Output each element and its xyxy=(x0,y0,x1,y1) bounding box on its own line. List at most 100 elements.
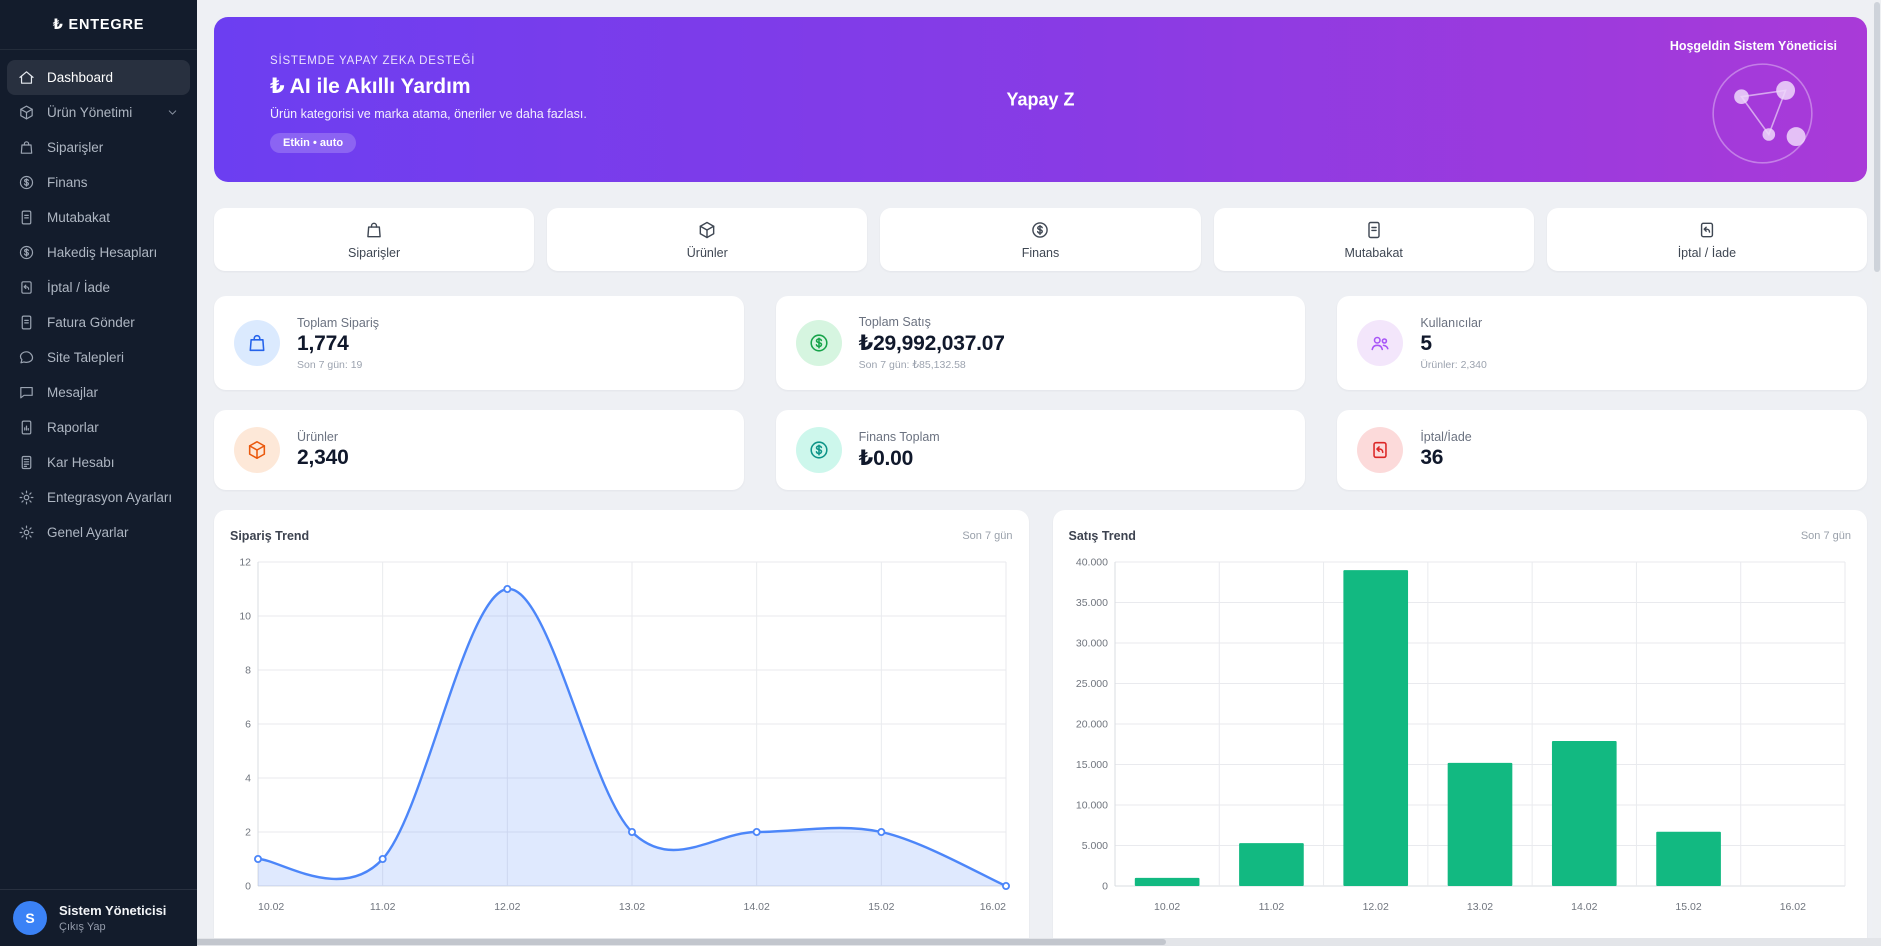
sidebar-item-finans[interactable]: Finans xyxy=(7,165,190,200)
sidebar-item-dashboard[interactable]: Dashboard xyxy=(7,60,190,95)
shopping-bag-icon xyxy=(18,139,35,156)
data-point-12.02 xyxy=(503,585,512,594)
y-axis-label: 40.000 xyxy=(1075,557,1107,569)
stat-value: 2,340 xyxy=(297,446,349,469)
quick-action-mutabakat[interactable]: Mutabakat xyxy=(1213,208,1534,271)
stat-label: Toplam Sipariş xyxy=(297,315,379,330)
chat-square-icon xyxy=(18,384,35,401)
sidebar-item-fatura-gonder[interactable]: Fatura Gönder xyxy=(7,305,190,340)
stat-card-finans-toplam: Finans Toplam ₺0.00 xyxy=(775,410,1306,490)
x-axis-label: 15.02 xyxy=(868,901,894,913)
users-icon xyxy=(1357,320,1404,366)
bar-15.02 xyxy=(1655,831,1721,886)
chat-icon xyxy=(18,349,35,366)
package-icon xyxy=(18,104,35,121)
x-axis-label: 16.02 xyxy=(1779,901,1805,913)
satis-trend-chart: 0 5.000 10.000 15.000 20.000 25.000 30.000 35.0… xyxy=(1075,557,1845,913)
x-axis-label: 12.02 xyxy=(494,901,520,913)
sidebar-item-site-talepleri[interactable]: Site Talepleri xyxy=(7,340,190,375)
banner-center-text: Yapay Z xyxy=(1006,89,1075,109)
stat-card-urunler: Ürünler 2,340 xyxy=(214,410,744,490)
sidebar-item-label: Mesajlar xyxy=(47,385,99,400)
data-point-10.02 xyxy=(253,854,262,863)
stat-label: İptal/İade xyxy=(1420,430,1472,444)
sidebar-nav: Dashboard Ürün Yönetimi Siparişler Finans Mu… xyxy=(0,50,197,889)
y-axis-label: 4 xyxy=(245,773,251,785)
stats-row-2: Ürünler 2,340 Finans Toplam ₺0.00 İptal/İade… xyxy=(214,410,1867,490)
y-axis-label: 5.000 xyxy=(1081,840,1107,852)
return-icon xyxy=(18,279,35,296)
quick-action-urunler[interactable]: Ürünler xyxy=(547,208,868,271)
siparis-trend-card: Sipariş Trend Son 7 gün 0 2 4 6 8 10 12 10.02 11.0… xyxy=(214,510,1029,938)
main-content: SİSTEMDE YAPAY ZEKA DESTEĞİ ₺ AI ile Akı… xyxy=(197,0,1872,938)
data-point-13.02 xyxy=(627,827,636,836)
sidebar-item-mesajlar[interactable]: Mesajlar xyxy=(7,375,190,410)
chart-title: Sipariş Trend xyxy=(230,529,310,543)
sidebar-item-raporlar[interactable]: Raporlar xyxy=(7,410,190,445)
bar-13.02 xyxy=(1447,762,1512,886)
stat-card-toplam-siparis: Toplam Sipariş 1,774 Son 7 gün: 19 xyxy=(214,296,744,390)
x-axis-label: 11.02 xyxy=(1258,901,1284,913)
sidebar-item-label: Siparişler xyxy=(47,140,104,155)
stat-card-toplam-satis: Toplam Satış ₺29,992,037.07 Son 7 gün: ₺85… xyxy=(775,296,1306,390)
sidebar-item-mutabakat[interactable]: Mutabakat xyxy=(7,200,190,235)
sidebar-item-iptal-iade[interactable]: İptal / İade xyxy=(7,270,190,305)
horizontal-scrollbar[interactable] xyxy=(0,938,1881,946)
coin-icon xyxy=(795,427,842,473)
sidebar-item-urun-yonetimi[interactable]: Ürün Yönetimi xyxy=(7,95,190,130)
data-point-15.02 xyxy=(877,827,886,836)
sidebar-item-genel-ayarlar[interactable]: Genel Ayarlar xyxy=(7,515,190,550)
quick-action-label: Finans xyxy=(1021,245,1060,260)
banner-title: ₺ AI ile Akıllı Yardım xyxy=(270,75,471,98)
charts-row: Sipariş Trend Son 7 gün 0 2 4 6 8 10 12 10.02 11.0… xyxy=(214,510,1867,938)
sidebar-item-siparisler[interactable]: Siparişler xyxy=(7,130,190,165)
y-axis-label: 0 xyxy=(245,881,251,893)
user-panel[interactable]: S Sistem Yöneticisi Çıkış Yap xyxy=(0,889,197,946)
chart-period: Son 7 gün xyxy=(962,530,1013,542)
stat-subtext: Ürünler: 2,340 xyxy=(1420,358,1487,371)
stat-value: 1,774 xyxy=(297,331,349,355)
y-axis-label: 35.000 xyxy=(1075,597,1107,609)
vertical-scrollbar-thumb[interactable] xyxy=(1873,2,1880,272)
quick-action-siparisler[interactable]: Siparişler xyxy=(214,208,535,271)
stat-text: Finans Toplam ₺0.00 xyxy=(859,430,940,471)
x-axis-label: 10.02 xyxy=(1154,901,1180,913)
chart-title: Satış Trend xyxy=(1068,529,1136,543)
stat-label: Kullanıcılar xyxy=(1420,315,1483,330)
quick-action-label: Siparişler xyxy=(348,245,401,260)
avatar: S xyxy=(13,901,47,935)
sidebar-item-hakedis-hesaplari[interactable]: Hakediş Hesapları xyxy=(7,235,190,270)
coin-icon xyxy=(18,174,35,191)
quick-action-iptal-iade[interactable]: İptal / İade xyxy=(1546,208,1867,271)
trend-line xyxy=(257,587,1008,887)
stat-text: Toplam Sipariş 1,774 Son 7 gün: 19 xyxy=(297,316,379,371)
vertical-scrollbar[interactable] xyxy=(1872,0,1881,938)
chart-header: Sipariş Trend Son 7 gün xyxy=(230,524,1013,548)
x-axis-label: 13.02 xyxy=(619,901,645,913)
app-logo: ₺ ENTEGRE xyxy=(0,0,197,50)
sidebar-item-label: Genel Ayarlar xyxy=(47,525,129,540)
return-icon xyxy=(1697,220,1717,240)
sidebar-item-label: Fatura Gönder xyxy=(47,315,135,330)
horizontal-scrollbar-thumb[interactable] xyxy=(0,939,1167,945)
user-name: Sistem Yöneticisi xyxy=(59,903,167,918)
stat-text: Kullanıcılar 5 Ürünler: 2,340 xyxy=(1420,316,1487,371)
quick-action-finans[interactable]: Finans xyxy=(880,208,1201,271)
stat-text: İptal/İade 36 xyxy=(1420,430,1471,470)
coin-icon xyxy=(1030,220,1050,240)
stat-card-kullanicilar: Kullanıcılar 5 Ürünler: 2,340 xyxy=(1337,296,1867,390)
sidebar-item-kar-hesabi[interactable]: Kar Hesabı xyxy=(7,445,190,480)
logout-link[interactable]: Çıkış Yap xyxy=(59,921,106,933)
stat-label: Finans Toplam xyxy=(858,429,940,444)
gear-icon xyxy=(18,524,35,541)
file-text-icon xyxy=(18,209,35,226)
y-axis-label: 10 xyxy=(239,611,251,623)
sidebar-item-label: Ürün Yönetimi xyxy=(47,105,133,120)
bar-12.02 xyxy=(1342,570,1408,886)
bar-10.02 xyxy=(1134,877,1199,886)
sidebar-item-entegrasyon-ayarlari[interactable]: Entegrasyon Ayarları xyxy=(7,480,190,515)
file-text-icon xyxy=(1364,220,1384,240)
quick-action-label: İptal / İade xyxy=(1677,245,1737,260)
x-axis-label: 14.02 xyxy=(744,901,770,913)
quick-actions-row: Siparişler Ürünler Finans Mutabakat İptal / … xyxy=(214,208,1867,271)
